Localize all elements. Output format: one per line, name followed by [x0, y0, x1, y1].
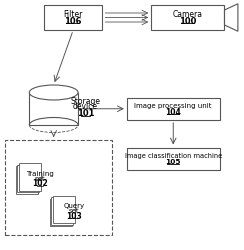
Text: 104: 104	[165, 108, 181, 117]
Text: Storage: Storage	[71, 97, 100, 106]
Text: 102: 102	[32, 179, 48, 188]
Text: Query: Query	[64, 203, 85, 209]
FancyBboxPatch shape	[51, 197, 73, 225]
FancyBboxPatch shape	[127, 98, 220, 120]
Ellipse shape	[29, 85, 78, 100]
Text: Image classification machine: Image classification machine	[125, 153, 222, 159]
Text: Training: Training	[26, 171, 54, 177]
Text: device: device	[73, 102, 98, 111]
Text: Image processing unit: Image processing unit	[134, 103, 212, 109]
Text: 101: 101	[77, 109, 94, 118]
FancyBboxPatch shape	[29, 92, 78, 125]
FancyBboxPatch shape	[50, 199, 72, 226]
Text: set: set	[35, 176, 46, 182]
Text: 103: 103	[67, 212, 82, 221]
Text: set: set	[69, 208, 80, 214]
Text: Filter: Filter	[63, 10, 83, 19]
FancyBboxPatch shape	[151, 5, 224, 30]
FancyBboxPatch shape	[16, 166, 38, 194]
Text: 106: 106	[64, 17, 82, 26]
FancyBboxPatch shape	[17, 165, 39, 192]
FancyBboxPatch shape	[19, 163, 41, 191]
Text: 100: 100	[179, 17, 197, 26]
FancyBboxPatch shape	[44, 5, 102, 30]
Text: Camera: Camera	[173, 10, 203, 19]
Text: 105: 105	[165, 160, 181, 166]
FancyBboxPatch shape	[127, 148, 220, 170]
FancyBboxPatch shape	[53, 196, 75, 223]
